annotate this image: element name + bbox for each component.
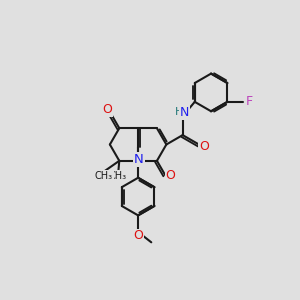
Text: N: N	[180, 106, 189, 119]
Text: O: O	[199, 140, 209, 153]
Text: O: O	[102, 103, 112, 116]
Text: O: O	[166, 169, 176, 182]
Text: N: N	[134, 153, 144, 166]
Text: CH₃: CH₃	[95, 171, 113, 181]
Text: CH₃: CH₃	[109, 171, 127, 181]
Text: H: H	[175, 107, 183, 117]
Text: F: F	[246, 95, 253, 108]
Text: O: O	[133, 230, 143, 242]
